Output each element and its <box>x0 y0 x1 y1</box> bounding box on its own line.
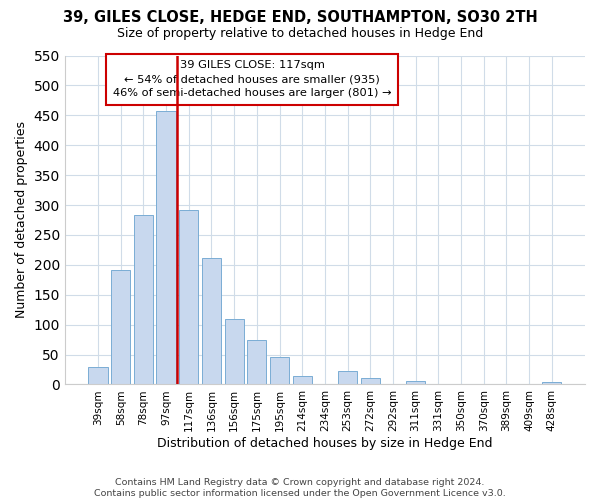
Bar <box>542 382 562 384</box>
Bar <box>338 372 357 384</box>
Bar <box>202 258 221 384</box>
Bar <box>179 210 199 384</box>
Bar <box>293 376 312 384</box>
Bar <box>88 366 108 384</box>
Bar <box>361 378 380 384</box>
Bar <box>270 357 289 384</box>
Y-axis label: Number of detached properties: Number of detached properties <box>15 122 28 318</box>
X-axis label: Distribution of detached houses by size in Hedge End: Distribution of detached houses by size … <box>157 437 493 450</box>
Text: 39, GILES CLOSE, HEDGE END, SOUTHAMPTON, SO30 2TH: 39, GILES CLOSE, HEDGE END, SOUTHAMPTON,… <box>62 10 538 25</box>
Bar <box>224 318 244 384</box>
Text: 39 GILES CLOSE: 117sqm
← 54% of detached houses are smaller (935)
46% of semi-de: 39 GILES CLOSE: 117sqm ← 54% of detached… <box>113 60 391 98</box>
Bar <box>157 111 176 384</box>
Bar <box>406 382 425 384</box>
Text: Contains HM Land Registry data © Crown copyright and database right 2024.
Contai: Contains HM Land Registry data © Crown c… <box>94 478 506 498</box>
Bar <box>247 340 266 384</box>
Bar <box>111 270 130 384</box>
Bar <box>134 215 153 384</box>
Text: Size of property relative to detached houses in Hedge End: Size of property relative to detached ho… <box>117 28 483 40</box>
